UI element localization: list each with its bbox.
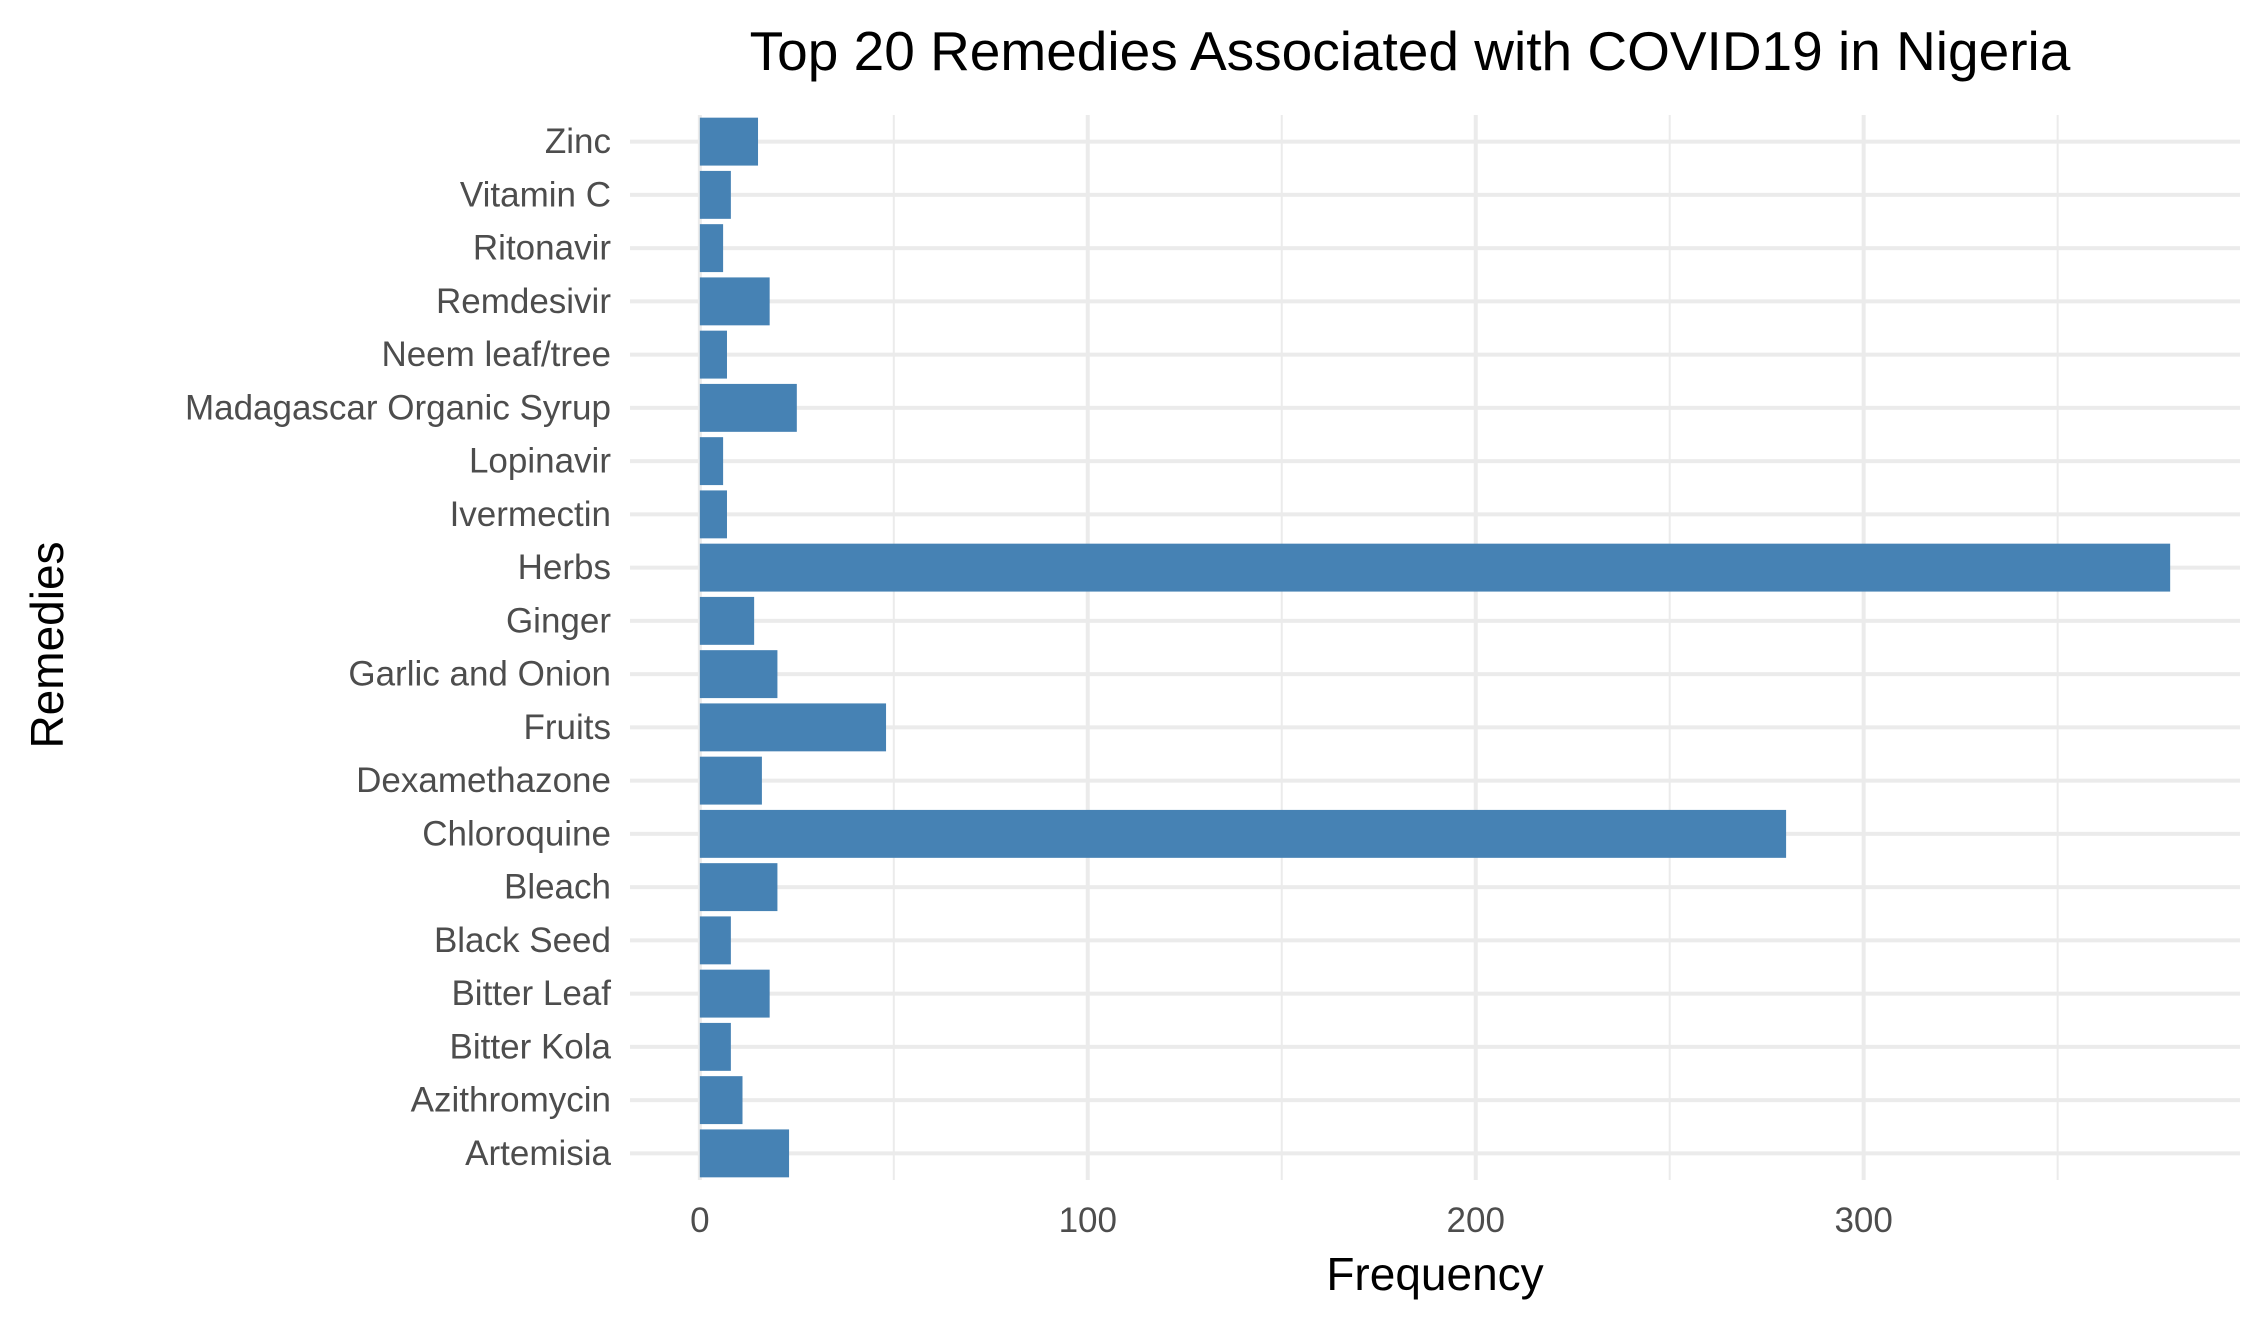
y-tick-label: Chloroquine <box>422 814 611 853</box>
y-tick-label: Black Seed <box>434 921 611 960</box>
y-tick-label: Remdesivir <box>436 282 611 321</box>
y-tick-label: Bleach <box>504 868 611 907</box>
bar <box>699 117 759 166</box>
x-tick-label: 200 <box>1447 1201 1505 1240</box>
bar <box>699 703 887 752</box>
x-tick-labels: 0 100 200 300 <box>690 1201 1893 1240</box>
x-tick-label: 300 <box>1834 1201 1892 1240</box>
bar <box>699 1022 731 1071</box>
y-tick-labels: Artemisia Azithromycin Bitter Kola Bitter L… <box>185 122 612 1173</box>
y-tick-label: Garlic and Onion <box>348 655 611 694</box>
x-tick-label: 100 <box>1059 1201 1117 1240</box>
y-tick-label: Ginger <box>506 601 611 640</box>
y-tick-label: Azithromycin <box>411 1081 611 1120</box>
y-tick-label: Ivermectin <box>450 495 611 534</box>
y-tick-label: Bitter Kola <box>450 1027 612 1066</box>
bar <box>699 383 797 432</box>
bar <box>699 809 1787 858</box>
y-tick-label: Bitter Leaf <box>451 974 611 1013</box>
bars <box>699 117 2171 1178</box>
bar <box>699 543 2171 592</box>
y-tick-label: Dexamethazone <box>356 761 611 800</box>
chart-title: Top 20 Remedies Associated with COVID19 … <box>750 20 2071 82</box>
y-axis-title: Remedies <box>21 541 73 748</box>
grid-lines <box>630 115 2240 1180</box>
bar <box>699 224 724 273</box>
bar <box>699 916 731 965</box>
bar <box>699 170 731 219</box>
bar <box>699 756 762 805</box>
bar <box>699 596 755 645</box>
y-tick-label: Artemisia <box>465 1134 611 1173</box>
y-tick-label: Vitamin C <box>460 175 611 214</box>
bar <box>699 650 778 699</box>
y-tick-label: Herbs <box>518 548 611 587</box>
y-tick-label: Fruits <box>524 708 612 747</box>
bar <box>699 330 727 379</box>
y-tick-label: Madagascar Organic Syrup <box>185 388 611 427</box>
bar <box>699 490 727 539</box>
bar <box>699 1076 743 1125</box>
y-tick-label: Lopinavir <box>469 442 611 481</box>
y-tick-label: Zinc <box>545 122 611 161</box>
bar <box>699 277 770 326</box>
y-tick-label: Neem leaf/tree <box>381 335 611 374</box>
x-tick-label: 0 <box>690 1201 709 1240</box>
x-axis-title: Frequency <box>1326 1248 1543 1300</box>
y-tick-label: Ritonavir <box>473 229 611 268</box>
bar <box>699 969 770 1018</box>
bar <box>699 863 778 912</box>
bar <box>699 1129 790 1178</box>
bar <box>699 437 724 486</box>
